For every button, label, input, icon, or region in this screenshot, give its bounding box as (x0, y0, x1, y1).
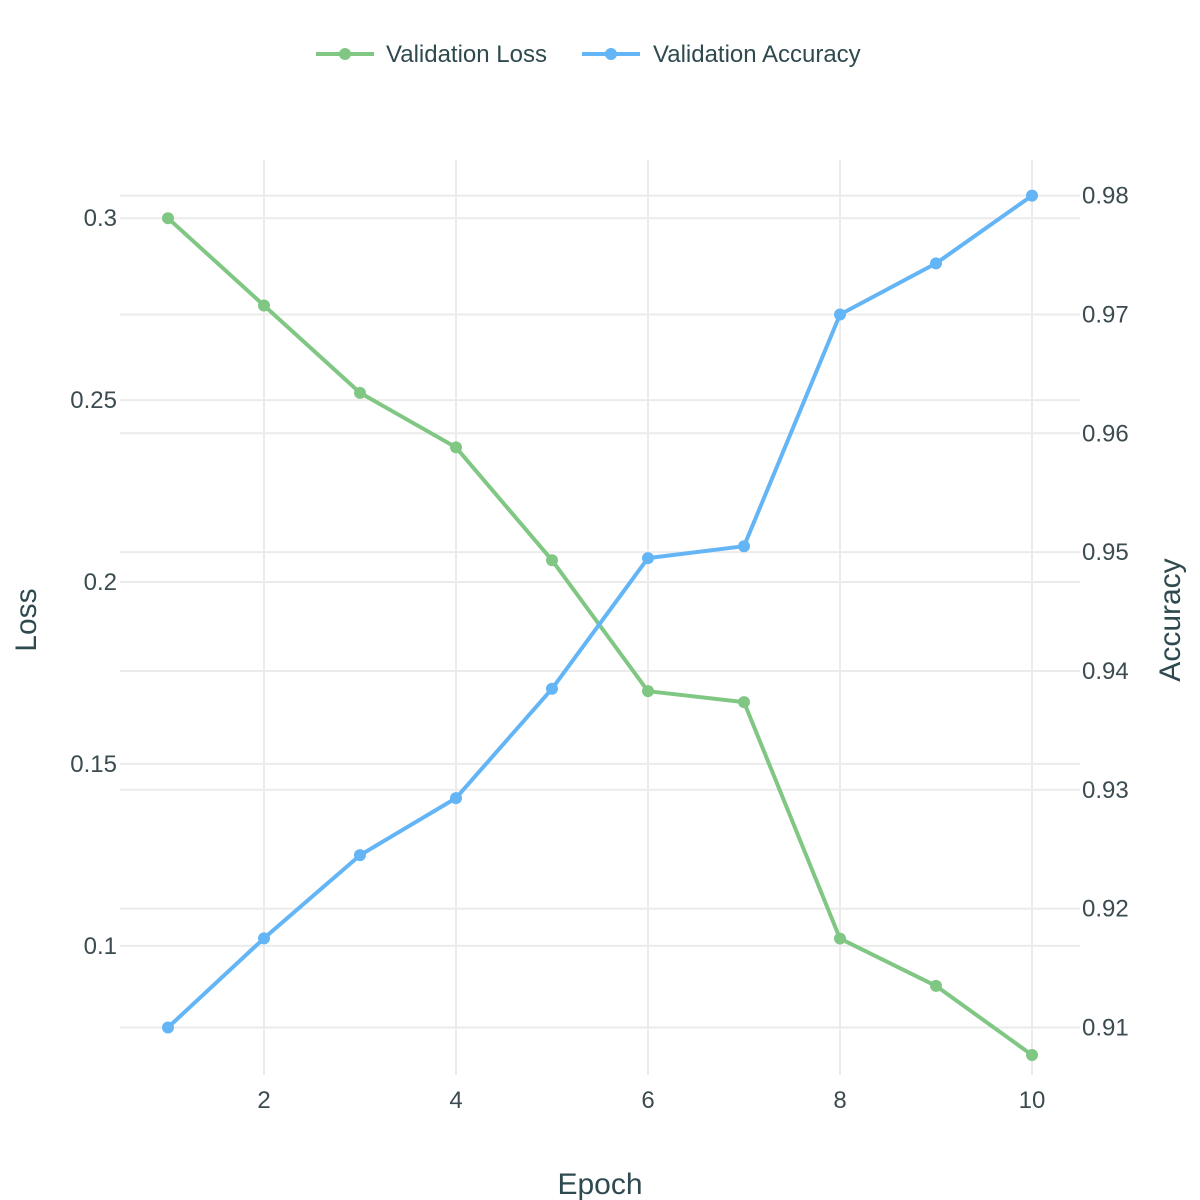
validation-accuracy-point (162, 1021, 174, 1034)
x-tick-label: 4 (449, 1087, 462, 1114)
validation-loss-point (642, 685, 654, 698)
validation-accuracy-point (738, 540, 750, 553)
validation-accuracy-point (1026, 189, 1038, 202)
validation-accuracy-point (642, 552, 654, 565)
right-y-tick-label: 0.96 (1082, 420, 1129, 447)
grid (120, 160, 1080, 1075)
x-tick-label: 10 (1019, 1087, 1046, 1114)
right-y-tick-label: 0.98 (1082, 183, 1129, 210)
right-y-axis-title: Accuracy (1154, 558, 1187, 681)
right-y-tick-label: 0.93 (1082, 777, 1129, 804)
validation-loss-point (834, 932, 846, 945)
validation-loss-point (546, 554, 558, 567)
validation-loss-legend-label: Validation Loss (386, 41, 547, 68)
validation-loss-legend-marker (339, 48, 351, 60)
left-y-tick-label: 0.3 (84, 205, 117, 232)
validation-accuracy-line (166, 193, 1034, 1029)
series (162, 189, 1038, 1061)
axes: 2 4 6 8 10 0.1 0.15 0.2 0.25 0.3 0.91 0.92 0.93 0.94 0… (70, 183, 1128, 1114)
left-y-tick-label: 0.15 (70, 751, 117, 778)
x-tick-label: 2 (257, 1087, 270, 1114)
right-y-tick-label: 0.92 (1082, 896, 1129, 923)
left-y-tick-label: 0.1 (84, 933, 117, 960)
validation-accuracy-point (258, 932, 270, 945)
validation-loss-line (166, 216, 1034, 1057)
validation-accuracy-point (930, 257, 942, 270)
validation-accuracy-point (450, 792, 462, 805)
right-y-tick-label: 0.97 (1082, 301, 1129, 328)
right-y-tick-label: 0.95 (1082, 539, 1129, 566)
right-y-tick-label: 0.94 (1082, 658, 1129, 685)
x-tick-label: 6 (641, 1087, 654, 1114)
validation-loss-point (738, 696, 750, 709)
validation-accuracy-point (834, 308, 846, 321)
left-y-axis-title: Loss (10, 588, 43, 651)
right-y-tick-label: 0.91 (1082, 1014, 1129, 1041)
validation-accuracy-point (354, 849, 366, 862)
validation-loss-point (1026, 1048, 1038, 1061)
validation-loss-point (354, 386, 366, 399)
validation-loss-point (930, 979, 942, 992)
validation-loss-point (450, 441, 462, 454)
validation-accuracy-legend-label: Validation Accuracy (653, 41, 861, 68)
left-y-tick-label: 0.2 (84, 569, 117, 596)
left-y-tick-label: 0.25 (70, 387, 117, 414)
x-axis-title: Epoch (557, 1168, 642, 1200)
legend: Validation Loss Validation Accuracy (316, 41, 861, 68)
validation-accuracy-point (546, 682, 558, 695)
x-tick-label: 8 (833, 1087, 846, 1114)
validation-loss-point (162, 212, 174, 225)
validation-accuracy-legend-marker (605, 48, 617, 60)
validation-loss-point (258, 299, 270, 312)
